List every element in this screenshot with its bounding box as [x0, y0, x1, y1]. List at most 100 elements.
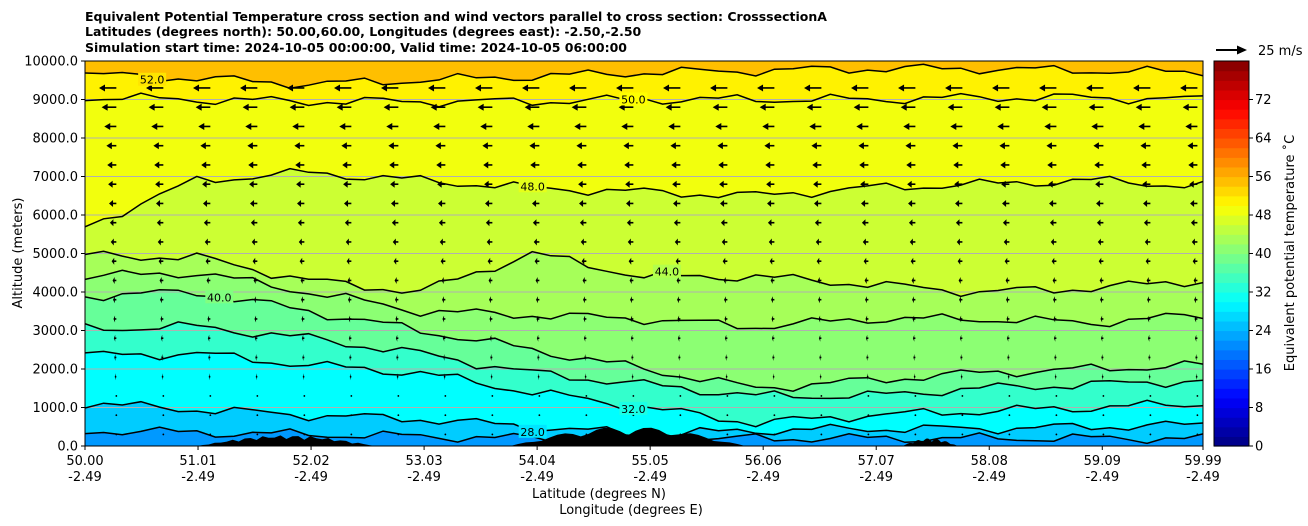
x-tick-label-longitude: -2.49	[407, 470, 441, 485]
wind-vector	[162, 433, 165, 436]
wind-vector-head	[114, 373, 116, 381]
wind-vector-head	[296, 199, 302, 207]
wind-vector	[350, 433, 353, 436]
wind-vector-head	[1180, 84, 1187, 92]
wind-vector-head	[1049, 199, 1054, 207]
wind-vector	[397, 395, 400, 397]
wind-vector-head	[673, 219, 678, 227]
wind-vector-head	[581, 257, 585, 265]
colorbar-segment	[1214, 215, 1249, 226]
wind-vector-head	[345, 238, 349, 246]
wind-vector-head	[616, 84, 623, 92]
wind-vector-head	[113, 315, 116, 323]
terrain-ridge	[901, 438, 958, 446]
wind-vector	[209, 414, 212, 417]
wind-vector-head	[201, 161, 207, 169]
wind-vector-head	[1195, 353, 1197, 361]
wind-vector-head	[537, 373, 539, 381]
wind-vector-head	[339, 122, 346, 130]
wind-vector-head	[348, 296, 350, 304]
colorbar-segment	[1214, 109, 1249, 120]
wind-vector-head	[534, 257, 538, 265]
wind-vector-head	[862, 238, 866, 246]
wind-vector-head	[720, 199, 725, 207]
y-axis-label: Altitude (meters)	[11, 198, 26, 309]
wind-vector-head	[343, 180, 348, 188]
colorbar-segment	[1214, 253, 1249, 264]
colorbar-tick-label: 72	[1255, 93, 1272, 108]
wind-vector-head	[715, 122, 722, 130]
wind-vector-head	[536, 334, 539, 342]
wind-vector-head	[1094, 161, 1100, 169]
wind-vector	[162, 395, 165, 397]
wind-vector-head	[381, 84, 388, 92]
wind-vector-head	[193, 84, 200, 92]
wind-vector-head	[344, 219, 349, 227]
wind-vector-head	[757, 84, 764, 92]
theta-e-band	[85, 93, 1203, 227]
theta-e-band	[85, 168, 1203, 297]
wind-vector-head	[202, 180, 207, 188]
x-tick-label-latitude: 52.02	[292, 454, 329, 469]
theta-e-band	[85, 427, 1203, 446]
colorbar-tick-label: 0	[1255, 440, 1263, 455]
wind-vector-head	[1006, 334, 1009, 342]
wind-vector-head	[719, 180, 724, 188]
contour-label-background	[619, 401, 648, 415]
wind-vector-head	[112, 276, 115, 284]
wind-vector-head	[395, 315, 398, 323]
colorbar-segment	[1214, 138, 1249, 149]
contour-line	[85, 63, 1203, 90]
wind-vector-head	[1097, 238, 1101, 246]
wind-vector-head	[1006, 296, 1008, 304]
wind-vector	[256, 414, 259, 417]
colorbar-segment	[1214, 301, 1249, 312]
wind-vector	[1008, 433, 1011, 436]
contour-line	[85, 321, 1203, 400]
wind-vector	[961, 395, 964, 397]
x-tick-label-longitude: -2.49	[520, 470, 554, 485]
wind-vector-head	[436, 161, 442, 169]
colorbar-tick-label: 64	[1255, 132, 1272, 147]
wind-vector-head	[898, 84, 905, 92]
wind-vector-head	[485, 199, 490, 207]
colorbar-segment	[1214, 234, 1249, 245]
wind-vector-head	[247, 142, 253, 150]
wind-vector-head	[389, 161, 395, 169]
colorbar-segment	[1214, 157, 1249, 168]
wind-vector-head	[1091, 122, 1098, 130]
wind-vector-head	[435, 142, 441, 150]
colorbar-segment	[1214, 340, 1249, 351]
wind-vector-head	[621, 122, 628, 130]
wind-vector-head	[675, 257, 679, 265]
wind-vector	[679, 395, 682, 397]
contour-label: 44.0	[655, 266, 680, 279]
wind-vector-head	[576, 142, 582, 150]
colorbar-segment	[1214, 118, 1249, 129]
wind-vector-head	[859, 161, 865, 169]
wind-vector-head	[442, 296, 444, 304]
wind-vector-head	[252, 257, 256, 265]
wind-vector-head	[202, 199, 208, 207]
wind-vector-head	[630, 334, 633, 342]
quiver-key-label: 25 m/s	[1258, 44, 1303, 59]
colorbar-segment	[1214, 128, 1249, 139]
wind-vector-head	[631, 353, 633, 361]
terrain-mask	[196, 427, 958, 446]
wind-vector-head	[108, 199, 114, 207]
wind-vector-head	[155, 199, 161, 207]
wind-vector-head	[677, 296, 679, 304]
wind-vector	[961, 414, 964, 417]
wind-vector-head	[853, 103, 860, 111]
y-tick-label: 0.0	[57, 440, 78, 455]
wind-vector-head	[349, 373, 351, 381]
wind-vector-head	[480, 122, 487, 130]
theta-e-band	[85, 61, 1203, 89]
wind-vector-head	[866, 373, 868, 381]
wind-vector	[632, 395, 635, 397]
contour-label-background	[138, 72, 167, 86]
wind-vector-head	[710, 84, 717, 92]
wind-vector-head	[583, 315, 586, 323]
wind-vector-head	[860, 180, 865, 188]
wind-vector	[491, 433, 494, 436]
